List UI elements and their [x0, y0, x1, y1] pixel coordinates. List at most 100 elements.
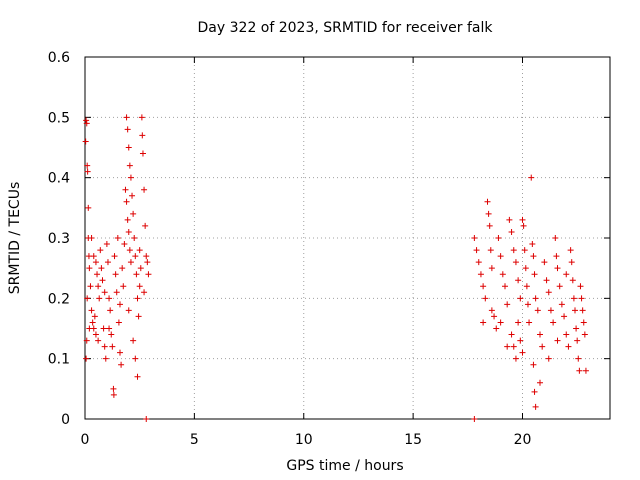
data-point	[554, 265, 561, 272]
data-point	[482, 295, 489, 302]
data-point	[491, 313, 498, 320]
data-point	[124, 126, 131, 133]
data-point	[577, 283, 584, 290]
data-point	[138, 114, 145, 121]
data-point	[134, 295, 141, 302]
data-point	[486, 222, 493, 229]
data-point	[125, 307, 132, 314]
data-point	[119, 265, 126, 272]
data-point	[506, 216, 513, 223]
data-point	[106, 325, 113, 332]
data-point	[139, 150, 146, 157]
y-tick-label: 0.3	[48, 231, 70, 247]
data-point	[471, 235, 478, 241]
data-point	[547, 307, 554, 314]
data-point	[127, 174, 134, 181]
data-point	[135, 313, 142, 320]
data-point	[480, 319, 487, 326]
data-point	[504, 343, 511, 350]
data-point	[473, 247, 480, 254]
data-point	[112, 271, 119, 278]
data-point	[133, 271, 140, 278]
data-point	[497, 253, 504, 260]
data-point	[531, 388, 538, 395]
data-point	[554, 337, 561, 344]
x-tick-label: 15	[404, 432, 422, 448]
data-point	[556, 283, 563, 290]
data-point	[526, 319, 533, 326]
data-point	[504, 301, 511, 308]
data-point	[545, 355, 552, 362]
data-point	[92, 331, 99, 338]
y-tick-label: 0.4	[48, 171, 70, 187]
data-point	[83, 117, 90, 124]
data-point	[569, 277, 576, 284]
data-point	[94, 271, 101, 278]
data-point	[84, 295, 91, 302]
data-point	[130, 210, 137, 217]
data-points	[82, 114, 589, 422]
data-point	[90, 253, 97, 260]
data-point	[512, 355, 519, 362]
data-point	[136, 283, 143, 290]
data-point	[88, 307, 95, 314]
data-point	[517, 337, 524, 344]
data-point	[126, 247, 133, 254]
data-point	[508, 228, 515, 235]
data-point	[477, 271, 484, 278]
y-tick-label: 0.2	[48, 291, 70, 307]
data-point	[145, 271, 152, 278]
data-point	[83, 355, 90, 362]
x-tick-labels: 0 5 10 15 20	[81, 432, 532, 448]
data-point	[528, 174, 535, 181]
data-point	[108, 331, 115, 338]
data-point	[475, 259, 482, 266]
data-point	[130, 337, 137, 344]
data-point	[574, 337, 581, 344]
data-point	[120, 283, 127, 290]
data-point	[531, 271, 538, 278]
data-point	[86, 265, 93, 272]
data-point	[524, 301, 531, 308]
data-point	[534, 307, 541, 314]
data-point	[99, 277, 106, 284]
data-point	[101, 289, 108, 296]
data-point	[519, 349, 526, 356]
data-point	[499, 271, 506, 278]
data-point	[495, 235, 502, 241]
data-point	[141, 289, 148, 296]
data-point	[471, 416, 478, 422]
data-point	[568, 259, 575, 266]
data-point	[104, 259, 111, 266]
data-point	[493, 325, 500, 332]
data-point	[98, 265, 105, 272]
data-point	[123, 198, 130, 205]
data-point	[141, 186, 148, 193]
data-point	[573, 325, 580, 332]
data-point	[510, 343, 517, 350]
data-point	[117, 301, 123, 308]
x-tick-label: 20	[514, 432, 532, 448]
data-point	[570, 295, 577, 302]
data-point	[567, 247, 574, 254]
data-point	[545, 289, 552, 296]
data-point	[144, 259, 151, 266]
data-point	[91, 313, 98, 320]
data-point	[480, 283, 487, 290]
data-point	[106, 295, 113, 302]
data-point	[84, 168, 91, 175]
data-point	[126, 162, 133, 169]
data-point	[113, 289, 120, 296]
data-point	[85, 204, 92, 211]
data-point	[88, 235, 95, 241]
data-point	[136, 247, 143, 254]
y-tick-label: 0.5	[48, 110, 70, 126]
data-point	[122, 186, 129, 193]
data-point	[515, 277, 522, 284]
x-tick-label: 0	[81, 432, 90, 448]
data-point	[565, 343, 572, 350]
data-point	[131, 235, 138, 241]
data-point	[488, 265, 495, 272]
data-point	[83, 120, 90, 127]
data-point	[110, 385, 117, 392]
